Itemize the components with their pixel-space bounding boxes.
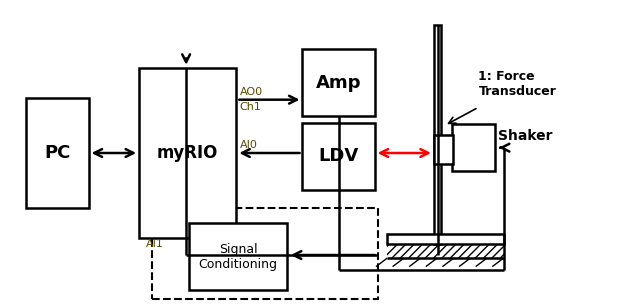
Bar [302, 122, 375, 189]
Bar [387, 244, 503, 258]
Bar [302, 50, 375, 117]
Text: AI1: AI1 [146, 239, 164, 249]
Bar [152, 208, 378, 299]
Text: Shaker: Shaker [498, 129, 553, 143]
Bar [434, 135, 453, 164]
Bar [452, 124, 495, 171]
Text: 1: Force
Transducer: 1: Force Transducer [478, 70, 556, 98]
Text: Amp: Amp [316, 74, 362, 92]
Bar [26, 98, 89, 208]
Bar [434, 25, 442, 244]
Text: Signal
Conditioning: Signal Conditioning [198, 243, 277, 271]
Bar [189, 223, 287, 290]
Text: myRIO: myRIO [157, 144, 219, 162]
Text: Ch1: Ch1 [239, 102, 261, 112]
Text: LDV: LDV [318, 147, 358, 165]
Bar [387, 234, 503, 244]
Bar [139, 68, 236, 238]
Text: AO0: AO0 [239, 87, 263, 97]
Text: AI0: AI0 [239, 140, 258, 150]
Text: PC: PC [44, 144, 71, 162]
